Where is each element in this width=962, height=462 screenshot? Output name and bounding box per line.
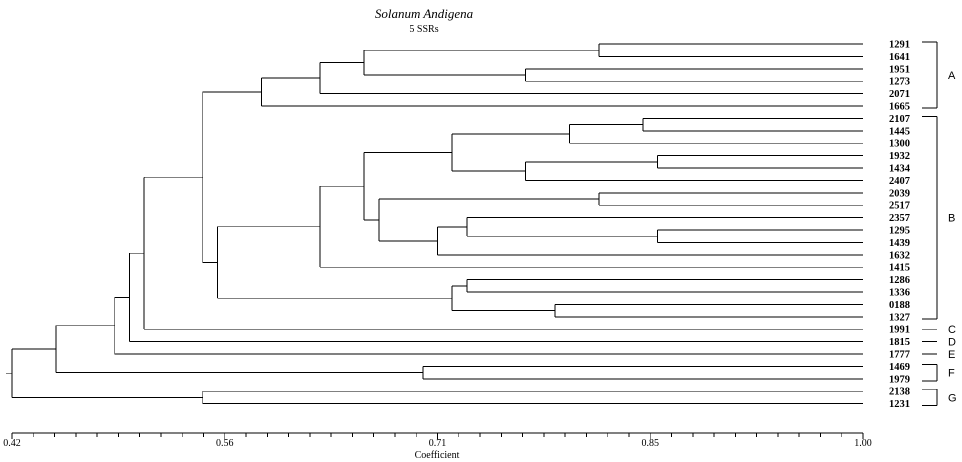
leaf-label: 1415 — [889, 263, 910, 274]
leaf-label: 1815 — [889, 337, 910, 348]
tick-label: 0.85 — [642, 438, 660, 449]
group-label: F — [948, 368, 955, 380]
leaf-label: 1641 — [889, 52, 910, 63]
leaf-label: 2107 — [889, 114, 910, 125]
leaf-label: 1300 — [889, 139, 910, 150]
leaf-label: 1665 — [889, 102, 910, 113]
tick-label: 1.00 — [854, 438, 872, 449]
leaf-label: 2407 — [889, 176, 910, 187]
group-label: B — [948, 213, 955, 225]
leaf-label: 1951 — [889, 64, 910, 75]
leaf-label: 1286 — [889, 275, 910, 286]
x-axis-label: Coefficient — [415, 450, 460, 461]
tick-label: 0.71 — [429, 438, 447, 449]
leaf-label: 1991 — [889, 325, 910, 336]
leaf-label: 1632 — [889, 250, 910, 261]
group-label: E — [948, 349, 955, 361]
chart-subtitle: 5 SSRs — [409, 24, 438, 35]
leaf-label: 1434 — [889, 164, 911, 175]
leaf-label: 2039 — [889, 188, 910, 199]
group-label: D — [948, 337, 956, 349]
leaf-label: 1932 — [889, 151, 910, 162]
leaf-label: 2357 — [889, 213, 910, 224]
leaf-label: 1336 — [889, 288, 910, 299]
tick-label: 0.56 — [216, 438, 234, 449]
tick-label: 0.42 — [3, 438, 21, 449]
leaf-label: 0188 — [889, 300, 910, 311]
leaf-label: 1291 — [889, 40, 910, 51]
leaf-label: 1295 — [889, 226, 910, 237]
leaf-label: 1777 — [889, 350, 910, 361]
leaf-label: 1979 — [889, 374, 910, 385]
leaf-label: 1327 — [889, 312, 910, 323]
branches — [6, 43, 863, 405]
leaf-label: 1445 — [889, 126, 910, 137]
group-label: C — [948, 324, 956, 336]
leaf-label: 1273 — [889, 77, 910, 88]
x-axis: 0.42 0.56 0.71 0.85 1.00 — [3, 432, 872, 449]
leaf-label: 1469 — [889, 362, 910, 373]
chart-title: Solanum Andigena — [375, 6, 474, 21]
group-label: G — [948, 392, 957, 404]
leaf-label: 2071 — [889, 89, 910, 100]
leaf-label: 2138 — [889, 387, 910, 398]
leaf-label: 1231 — [889, 399, 910, 410]
leaf-label: 1439 — [889, 238, 910, 249]
group-label: A — [948, 70, 956, 82]
leaf-label: 2517 — [889, 201, 910, 212]
